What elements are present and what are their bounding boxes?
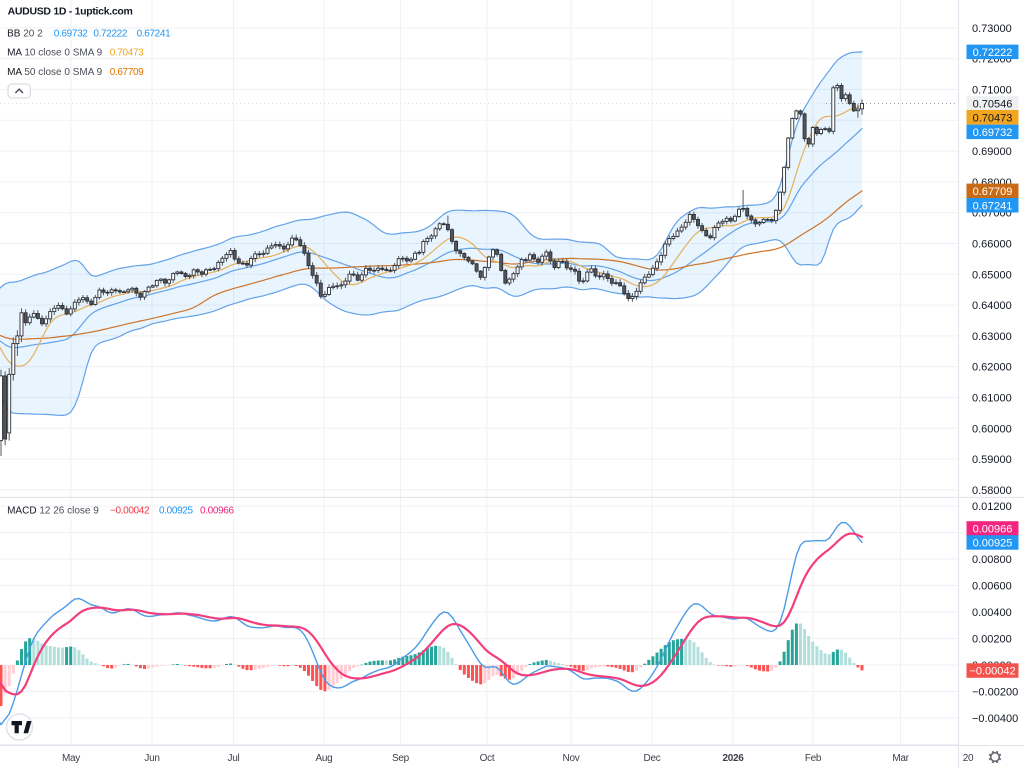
svg-text:0.61000: 0.61000: [972, 393, 1012, 405]
svg-text:0.01200: 0.01200: [972, 501, 1012, 513]
svg-text:2026: 2026: [722, 753, 744, 764]
svg-text:0.71000: 0.71000: [972, 85, 1012, 97]
svg-text:0.00600: 0.00600: [972, 581, 1012, 593]
svg-text:0.00200: 0.00200: [972, 634, 1012, 646]
svg-text:Sep: Sep: [392, 753, 410, 764]
svg-text:0.66000: 0.66000: [972, 239, 1012, 251]
svg-text:Dec: Dec: [644, 753, 661, 764]
svg-text:AUDUSD 1D - 1uptick.com: AUDUSD 1D - 1uptick.com: [8, 6, 133, 18]
svg-text:Nov: Nov: [563, 753, 580, 764]
svg-text:0.00966: 0.00966: [200, 506, 234, 517]
svg-text:0.00925: 0.00925: [159, 506, 193, 517]
svg-text:Mar: Mar: [892, 753, 909, 764]
svg-text:0.00800: 0.00800: [972, 554, 1012, 566]
svg-text:−0.00200: −0.00200: [972, 687, 1018, 699]
svg-text:0.65000: 0.65000: [972, 269, 1012, 281]
svg-text:0.69732: 0.69732: [973, 127, 1013, 139]
svg-text:0.00966: 0.00966: [973, 524, 1013, 536]
svg-text:BB 20 2: BB 20 2: [7, 28, 43, 39]
svg-text:0.00400: 0.00400: [972, 607, 1012, 619]
svg-text:Feb: Feb: [805, 753, 822, 764]
svg-text:0.67241: 0.67241: [137, 28, 171, 39]
svg-text:0.64000: 0.64000: [972, 300, 1012, 312]
svg-text:MACD 12 26 close 9: MACD 12 26 close 9: [7, 506, 99, 517]
svg-text:0.70473: 0.70473: [973, 112, 1013, 124]
svg-text:20: 20: [963, 753, 974, 764]
svg-text:−0.00400: −0.00400: [972, 713, 1018, 725]
svg-text:0.62000: 0.62000: [972, 362, 1012, 374]
svg-text:MA 50 close 0 SMA 9: MA 50 close 0 SMA 9: [7, 67, 102, 78]
svg-text:0.67709: 0.67709: [973, 186, 1013, 198]
svg-text:0.73000: 0.73000: [972, 23, 1012, 35]
svg-text:0.59000: 0.59000: [972, 454, 1012, 466]
svg-text:−0.00042: −0.00042: [969, 666, 1015, 678]
svg-text:0.60000: 0.60000: [972, 423, 1012, 435]
svg-text:0.70473: 0.70473: [110, 48, 144, 59]
svg-text:MA 10 close 0 SMA 9: MA 10 close 0 SMA 9: [7, 48, 102, 59]
svg-text:Oct: Oct: [480, 753, 495, 764]
svg-text:0.72222: 0.72222: [973, 47, 1013, 59]
svg-text:0.00925: 0.00925: [973, 538, 1013, 550]
svg-text:0.63000: 0.63000: [972, 331, 1012, 343]
svg-text:0.58000: 0.58000: [972, 485, 1012, 497]
svg-text:0.72222: 0.72222: [93, 28, 127, 39]
svg-text:0.69000: 0.69000: [972, 146, 1012, 158]
svg-text:0.67709: 0.67709: [110, 67, 144, 78]
svg-text:0.70546: 0.70546: [973, 99, 1013, 111]
svg-text:Jun: Jun: [144, 753, 159, 764]
svg-text:Jul: Jul: [228, 753, 240, 764]
svg-text:0.72000: 0.72000: [972, 54, 1012, 66]
svg-text:0.69732: 0.69732: [54, 28, 88, 39]
svg-text:May: May: [62, 753, 80, 764]
svg-text:Aug: Aug: [316, 753, 333, 764]
svg-text:0.67241: 0.67241: [973, 200, 1013, 212]
svg-text:−0.00042: −0.00042: [110, 506, 150, 517]
